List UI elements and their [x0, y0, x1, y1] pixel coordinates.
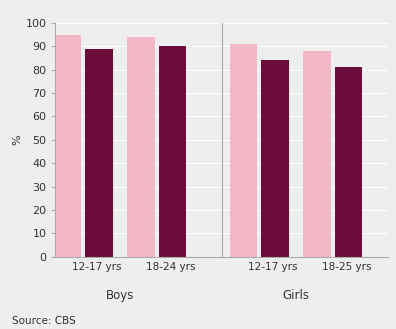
Text: Boys: Boys	[106, 289, 134, 302]
Text: Source: CBS: Source: CBS	[12, 316, 76, 326]
Bar	[53, 35, 81, 257]
Bar	[85, 49, 113, 257]
Bar	[303, 51, 331, 257]
Bar	[158, 46, 186, 257]
Bar	[230, 44, 257, 257]
Y-axis label: %: %	[13, 135, 23, 145]
Bar	[335, 67, 362, 257]
Bar	[261, 61, 289, 257]
Bar	[127, 37, 154, 257]
Text: Girls: Girls	[282, 289, 310, 302]
